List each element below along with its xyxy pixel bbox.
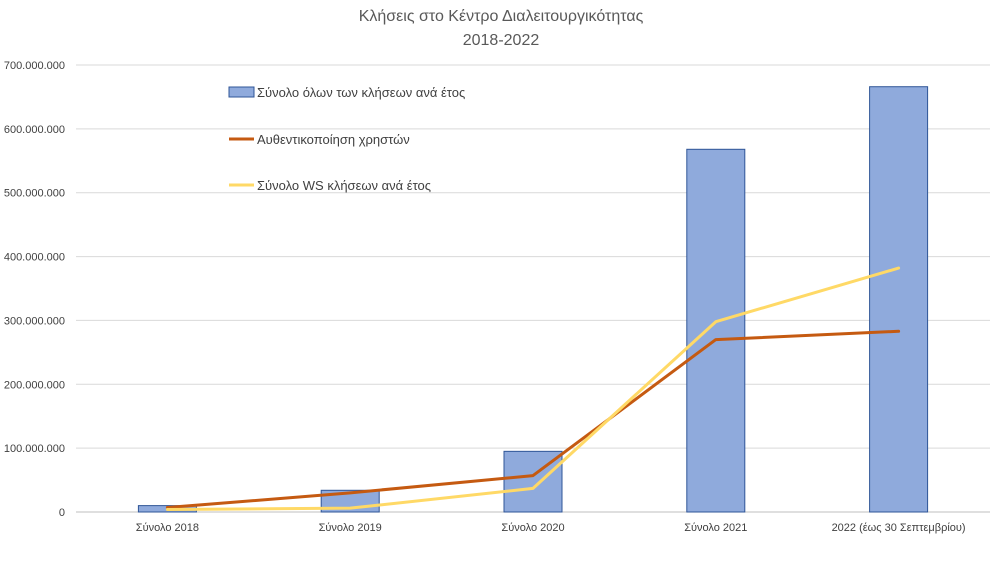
y-axis-tick-labels: 0 100.000.000 200.000.000 300.000.000 400.00… xyxy=(4,60,65,519)
y-tick-label: 500.000.000 xyxy=(4,188,65,200)
y-tick-label: 400.000.000 xyxy=(4,252,65,264)
bar xyxy=(686,148,746,513)
legend-label: Σύνολο όλων των κλήσεων ανά έτος xyxy=(257,85,465,100)
chart-title-line2: 2018-2022 xyxy=(463,32,540,49)
y-tick-label: 600.000.000 xyxy=(4,124,65,136)
line-series xyxy=(165,266,901,511)
gridlines xyxy=(76,64,990,513)
y-tick-label: 200.000.000 xyxy=(4,379,65,391)
x-tick-label: Σύνολο 2021 xyxy=(684,522,747,534)
x-tick-label: 2022 (έως 30 Σεπτεμβρίου) xyxy=(832,522,966,534)
series-line-2 xyxy=(165,266,901,511)
bar xyxy=(869,86,929,513)
legend-swatch-bar xyxy=(228,86,255,98)
x-tick-label: Σύνολο 2020 xyxy=(501,522,564,534)
y-tick-label: 100.000.000 xyxy=(4,443,65,455)
chart-title-line1: Κλήσεις στο Κέντρο Διαλειτουργικότητας xyxy=(359,8,644,25)
series-line-1 xyxy=(165,329,901,510)
x-tick-label: Σύνολο 2019 xyxy=(319,522,382,534)
y-tick-label: 300.000.000 xyxy=(4,315,65,327)
x-tick-label: Σύνολο 2018 xyxy=(136,522,199,534)
legend-label: Αυθεντικοποίηση χρηστών xyxy=(257,132,410,147)
x-axis-tick-labels: Σύνολο 2018 Σύνολο 2019 Σύνολο 2020 Σύνολο … xyxy=(136,522,966,534)
y-tick-label: 700.000.000 xyxy=(4,60,65,72)
legend-label: Σύνολο WS κλήσεων ανά έτος xyxy=(257,178,431,193)
legend: Σύνολο όλων των κλήσεων ανά έτος Αυθεντικ… xyxy=(228,85,465,193)
y-tick-label: 0 xyxy=(59,507,65,519)
